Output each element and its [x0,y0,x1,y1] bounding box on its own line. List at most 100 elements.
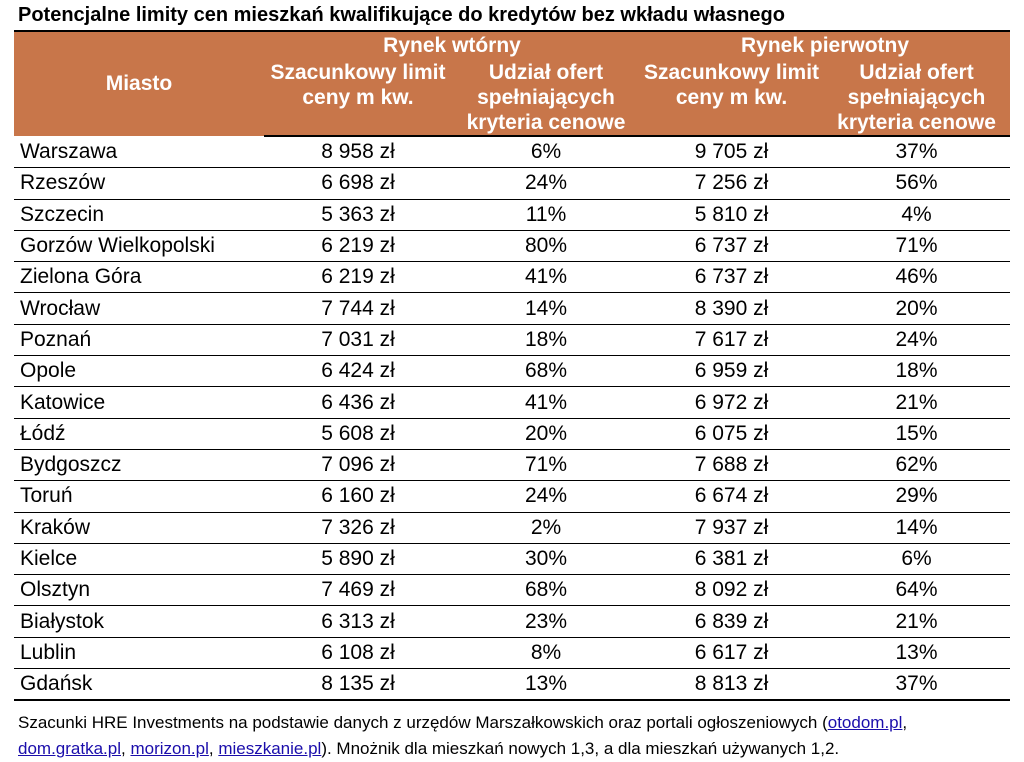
primary-share: 13% [823,637,1011,670]
secondary-price-limit: 5 608 zł [264,418,452,450]
table-row: Kielce 5 890 zł 30% 6 381 zł 6% [14,543,1011,576]
primary-price-limit: 5 810 zł [640,199,824,231]
table-row: Gdańsk 8 135 zł 13% 8 813 zł 37% [14,668,1011,702]
secondary-share: 71% [452,449,641,482]
city-name: Poznań [14,324,264,357]
secondary-price-limit: 6 108 zł [264,637,452,670]
table-row: Kraków 7 326 zł 2% 7 937 zł 14% [14,512,1011,544]
secondary-share: 30% [452,543,641,576]
primary-share: 21% [823,386,1011,419]
secondary-share: 68% [452,574,641,607]
secondary-share: 2% [452,512,641,544]
table-row: Toruń 6 160 zł 24% 6 674 zł 29% [14,480,1011,513]
primary-share: 71% [823,230,1011,263]
primary-share: 37% [823,668,1011,702]
secondary-share: 23% [452,605,641,638]
primary-price-limit: 6 737 zł [640,230,824,263]
table-row: Warszawa 8 958 zł 6% 9 705 zł 37% [14,136,1011,169]
city-name: Opole [14,355,264,388]
primary-price-limit: 7 688 zł [640,449,824,482]
primary-share: 4% [823,199,1011,231]
primary-price-limit: 7 256 zł [640,167,824,200]
link-otodom[interactable]: otodom.pl [827,713,903,733]
city-name: Olsztyn [14,574,264,607]
primary-share: 6% [823,543,1011,576]
city-name: Toruń [14,480,264,513]
primary-price-limit: 8 813 zł [640,668,824,702]
header-secondary-market: Rynek wtórny [264,30,641,59]
link-mieszkanie[interactable]: mieszkanie.pl [218,739,322,759]
secondary-share: 14% [452,292,641,325]
secondary-price-limit: 6 219 zł [264,261,452,294]
secondary-price-limit: 6 698 zł [264,167,452,200]
table-row: Poznań 7 031 zł 18% 7 617 zł 24% [14,324,1011,357]
link-gratka[interactable]: dom.gratka.pl [18,739,121,759]
table-row: Rzeszów 6 698 zł 24% 7 256 zł 56% [14,167,1011,200]
secondary-share: 8% [452,637,641,670]
primary-price-limit: 7 937 zł [640,512,824,544]
secondary-price-limit: 6 219 zł [264,230,452,263]
secondary-share: 41% [452,261,641,294]
primary-price-limit: 6 674 zł [640,480,824,513]
footnote-separator: , [902,713,908,733]
primary-price-limit: 6 075 zł [640,418,824,450]
secondary-price-limit: 7 469 zł [264,574,452,607]
table-row: Olsztyn 7 469 zł 68% 8 092 zł 64% [14,574,1011,607]
city-name: Gorzów Wielkopolski [14,230,264,263]
header-primary-share: Udział ofert spełniających kryteria ceno… [823,59,1011,137]
header-secondary-share: Udział ofert spełniających kryteria ceno… [452,59,641,137]
table-body: Warszawa 8 958 zł 6% 9 705 zł 37% Rzeszów 6 69… [14,136,1011,702]
header-secondary-price-limit: Szacunkowy limit ceny m kw. [264,59,452,137]
secondary-price-limit: 7 326 zł [264,512,452,544]
table-row: Łódź 5 608 zł 20% 6 075 zł 15% [14,418,1011,450]
secondary-price-limit: 7 096 zł [264,449,452,482]
primary-price-limit: 8 092 zł [640,574,824,607]
primary-price-limit: 8 390 zł [640,292,824,325]
secondary-share: 24% [452,167,641,200]
primary-price-limit: 6 839 zł [640,605,824,638]
secondary-price-limit: 5 363 zł [264,199,452,231]
secondary-share: 24% [452,480,641,513]
city-name: Rzeszów [14,167,264,200]
primary-share: 15% [823,418,1011,450]
primary-share: 29% [823,480,1011,513]
link-morizon[interactable]: morizon.pl [130,739,209,759]
primary-price-limit: 6 381 zł [640,543,824,576]
city-name: Warszawa [14,136,264,169]
city-name: Łódź [14,418,264,450]
secondary-share: 41% [452,386,641,419]
primary-share: 37% [823,136,1011,169]
footnote-text-start: Szacunki HRE Investments na podstawie da… [18,713,828,733]
city-name: Kielce [14,543,264,576]
primary-share: 18% [823,355,1011,388]
primary-share: 56% [823,167,1011,200]
primary-share: 14% [823,512,1011,544]
secondary-share: 13% [452,668,641,702]
city-name: Białystok [14,605,264,638]
table-row: Wrocław 7 744 zł 14% 8 390 zł 20% [14,292,1011,325]
city-name: Lublin [14,637,264,670]
table-row: Bydgoszcz 7 096 zł 71% 7 688 zł 62% [14,449,1011,482]
primary-share: 24% [823,324,1011,357]
secondary-share: 18% [452,324,641,357]
table-row: Katowice 6 436 zł 41% 6 972 zł 21% [14,386,1011,419]
secondary-price-limit: 8 135 zł [264,668,452,702]
table-row: Gorzów Wielkopolski 6 219 zł 80% 6 737 zł 71… [14,230,1011,263]
primary-share: 62% [823,449,1011,482]
header-primary-price-limit: Szacunkowy limit ceny m kw. [640,59,824,137]
city-name: Kraków [14,512,264,544]
secondary-share: 6% [452,136,641,169]
secondary-share: 11% [452,199,641,231]
footnote: Szacunki HRE Investments na podstawie da… [14,710,1010,762]
header-city: Miasto [14,30,264,136]
footnote-separator: , [208,739,219,759]
table-row: Szczecin 5 363 zł 11% 5 810 zł 4% [14,199,1011,231]
city-name: Bydgoszcz [14,449,264,482]
primary-price-limit: 6 617 zł [640,637,824,670]
city-name: Wrocław [14,292,264,325]
secondary-price-limit: 8 958 zł [264,136,452,169]
primary-price-limit: 9 705 zł [640,136,824,169]
table-row: Opole 6 424 zł 68% 6 959 zł 18% [14,355,1011,388]
city-name: Zielona Góra [14,261,264,294]
table-row: Zielona Góra 6 219 zł 41% 6 737 zł 46% [14,261,1011,294]
